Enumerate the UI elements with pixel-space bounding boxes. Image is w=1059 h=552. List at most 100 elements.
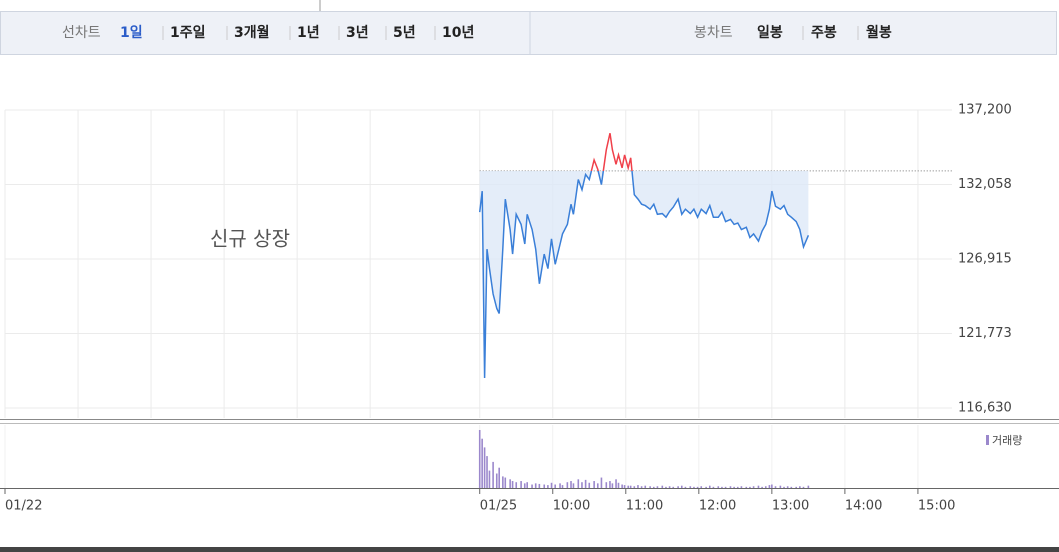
x-tick-label: 15:00	[918, 499, 955, 514]
volume-bar	[584, 479, 587, 488]
legend-label: 거래량	[992, 434, 1022, 447]
volume-bar	[729, 486, 732, 488]
annotation: 신규 상장	[210, 227, 290, 251]
volume-bar	[764, 486, 767, 488]
volume-bar	[757, 485, 760, 488]
volume-bar	[577, 479, 580, 488]
volume-bar	[649, 486, 651, 488]
volume-bar	[566, 482, 569, 488]
volume-bar	[543, 484, 546, 488]
volume-bar	[652, 486, 655, 488]
volume-bar	[609, 481, 611, 488]
period-tab[interactable]: 1주일	[170, 25, 206, 41]
volume-bar	[783, 486, 785, 488]
volume-bar	[733, 486, 735, 488]
volume-bar	[708, 485, 711, 488]
volume-bar	[790, 486, 793, 488]
volume-bar	[689, 486, 692, 488]
tab-group-label: 봉차트	[694, 25, 733, 41]
volume-bar	[644, 485, 647, 488]
volume-bar	[570, 481, 572, 488]
volume-bar	[550, 482, 553, 488]
volume-bar	[749, 486, 751, 488]
volume-bar	[724, 486, 727, 488]
volume-bar	[596, 483, 599, 488]
volume-bar	[581, 482, 583, 488]
tab-bar	[0, 11, 1057, 55]
volume-bar	[802, 486, 805, 488]
volume-bar	[752, 486, 755, 488]
volume-bar	[617, 482, 620, 488]
volume-bar	[633, 486, 636, 488]
volume-bar	[611, 483, 614, 488]
volume-bar	[680, 485, 683, 488]
period-tab[interactable]: 10년	[442, 25, 474, 41]
x-tick-label: 12:00	[699, 499, 736, 514]
volume-bar	[621, 484, 623, 488]
bottom-bar	[0, 547, 1059, 552]
x-tick-label: 10:00	[553, 499, 590, 514]
volume-bar	[593, 481, 595, 488]
volume-bar	[700, 486, 703, 488]
volume-bar	[509, 479, 511, 488]
x-tick-label: 01/25	[480, 499, 517, 514]
period-tab[interactable]: 5년	[393, 25, 416, 41]
candle-tab[interactable]: 월봉	[866, 24, 892, 41]
legend-swatch	[986, 435, 989, 445]
volume-bar	[492, 461, 494, 488]
volume-bar	[488, 470, 491, 488]
volume-bar	[478, 430, 481, 488]
period-tab[interactable]: 3년	[346, 25, 369, 41]
volume-bar	[761, 486, 763, 488]
period-tab[interactable]: 1년	[297, 25, 320, 41]
x-tick-label: 14:00	[845, 499, 882, 514]
volume-bar	[623, 485, 626, 488]
y-tick-label: 116,630	[958, 401, 1012, 416]
volume-bar	[600, 477, 603, 488]
volume-bar	[588, 482, 591, 488]
volume-bar	[526, 482, 528, 488]
volume-bar	[531, 484, 533, 488]
volume-bar	[504, 477, 507, 488]
volume-bar	[736, 486, 739, 488]
volume-bar	[786, 486, 789, 488]
x-tick-label: 13:00	[772, 499, 809, 514]
period-tab[interactable]: 1일	[120, 25, 143, 41]
volume-bar	[684, 486, 687, 488]
volume-bar	[768, 485, 771, 488]
volume-bar	[740, 486, 743, 488]
volume-bar	[486, 456, 488, 488]
volume-bar	[561, 485, 564, 488]
volume-bar	[627, 485, 630, 488]
volume-bar	[495, 473, 498, 488]
price-line	[478, 133, 810, 379]
volume-bar	[672, 486, 675, 488]
volume-bar	[637, 485, 639, 488]
price-area	[479, 170, 809, 378]
volume-bar	[534, 483, 537, 488]
x-tick-label: 11:00	[626, 499, 663, 514]
candle-tab[interactable]: 일봉	[757, 25, 783, 41]
volume-bar	[661, 485, 664, 488]
volume-bar	[483, 447, 486, 488]
volume-bar	[547, 485, 549, 488]
volume-bar	[771, 484, 773, 488]
volume-bar	[696, 486, 699, 488]
candle-tab[interactable]: 주봉	[811, 25, 837, 41]
y-tick-label: 132,058	[958, 177, 1012, 192]
volume-bar	[520, 481, 522, 488]
volume-bar	[538, 483, 541, 488]
volume-bar	[665, 486, 667, 488]
volume-bar	[795, 486, 797, 488]
volume-bar	[774, 486, 777, 488]
volume-bar	[629, 485, 632, 488]
volume-bar	[511, 481, 514, 488]
period-tab[interactable]: 3개월	[234, 24, 270, 41]
volume-bar	[712, 486, 715, 488]
y-tick-label: 137,200	[958, 103, 1012, 118]
volume-bar	[615, 479, 617, 488]
volume-bar	[498, 467, 500, 488]
volume-bar	[668, 486, 671, 488]
volume-bar	[502, 476, 504, 488]
